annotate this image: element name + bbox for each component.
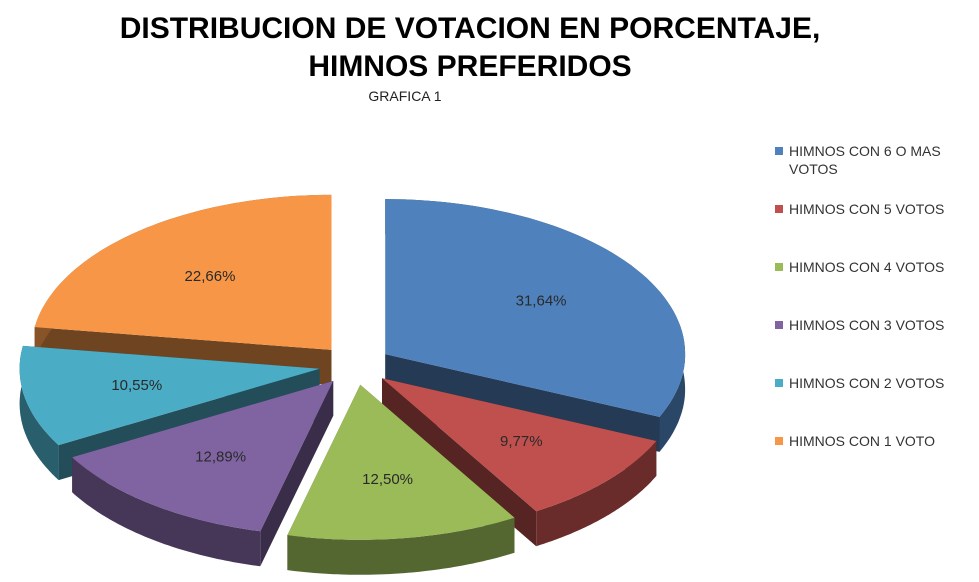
legend-label: HIMNOS CON 4 VOTOS: [789, 259, 945, 275]
legend-item: HIMNOS CON 5 VOTOS: [775, 200, 979, 258]
legend-swatch: [775, 263, 783, 271]
data-label: 22,66%: [185, 268, 236, 285]
slice: [382, 378, 657, 512]
legend-label: HIMNOS CON 6 O MAS VOTOS: [789, 143, 941, 177]
legend: HIMNOS CON 6 O MAS VOTOS HIMNOS CON 5 VOT…: [775, 142, 979, 490]
data-label: 10,55%: [111, 377, 162, 394]
legend-swatch: [775, 147, 783, 155]
data-label: 9,77%: [500, 433, 543, 450]
slice-wall: [287, 517, 515, 575]
slice-wall: [72, 457, 261, 567]
data-label: 31,64%: [516, 293, 567, 310]
data-label: 12,50%: [362, 471, 413, 488]
legend-label: HIMNOS CON 1 VOTO: [789, 433, 935, 449]
legend-item: HIMNOS CON 2 VOTOS: [775, 374, 979, 432]
chart-subtitle: GRAFICA 1: [368, 88, 442, 104]
legend-label: HIMNOS CON 5 VOTOS: [789, 201, 945, 217]
legend-item: HIMNOS CON 3 VOTOS: [775, 316, 979, 374]
slice: [34, 194, 332, 350]
legend-item: HIMNOS CON 6 O MAS VOTOS: [775, 142, 979, 200]
legend-item: HIMNOS CON 4 VOTOS: [775, 258, 979, 316]
slice: [287, 384, 515, 540]
legend-item: HIMNOS CON 1 VOTO: [775, 432, 979, 490]
legend-swatch: [775, 205, 783, 213]
chart-title: DISTRIBUCION DE VOTACION EN PORCENTAJE, …: [119, 12, 821, 83]
slice-wall: [536, 441, 657, 547]
slice: [19, 345, 320, 446]
legend-label: HIMNOS CON 2 VOTOS: [789, 375, 945, 391]
slice: [72, 380, 334, 532]
slice: [385, 199, 686, 417]
slice-side: [260, 380, 334, 567]
legend-swatch: [775, 321, 783, 329]
legend-label: HIMNOS CON 3 VOTOS: [789, 317, 945, 333]
data-label: 12,89%: [195, 448, 246, 465]
legend-swatch: [775, 379, 783, 387]
slice-wall: [19, 345, 59, 481]
legend-swatch: [775, 437, 783, 445]
